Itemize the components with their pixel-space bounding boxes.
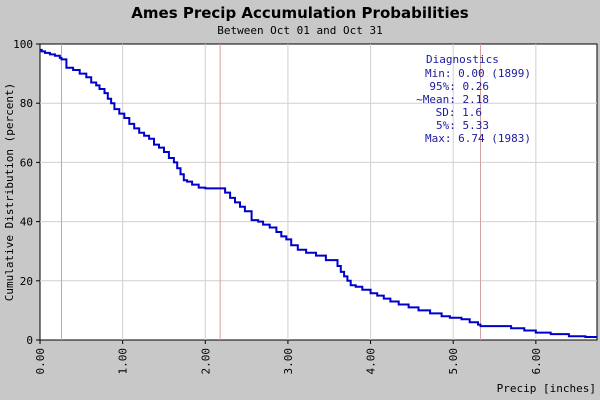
x-tick-label: 2.00 xyxy=(199,348,212,375)
grid-lines xyxy=(40,44,597,340)
y-axis-label: Cumulative Distribution (percent) xyxy=(3,83,16,302)
diagnostics-min: Min: 0.00 (1899) xyxy=(425,67,531,80)
y-tick-label: 80 xyxy=(20,97,33,110)
series-line xyxy=(40,48,597,338)
y-tick-label: 60 xyxy=(20,156,33,169)
y-tick-label: 40 xyxy=(20,216,33,229)
x-axis-label: Precip [inches] xyxy=(497,382,596,395)
series-layer xyxy=(40,48,597,338)
x-tick-label: 1.00 xyxy=(117,348,130,375)
diagnostics-p95: 95%: 0.26 xyxy=(429,80,489,93)
diagnostics-box: Diagnostics Min: 0.00 (1899) 95%: 0.26 ~… xyxy=(416,53,531,145)
y-tick-label: 100 xyxy=(13,38,33,51)
diagnostics-max: Max: 6.74 (1983) xyxy=(425,132,531,145)
diagnostics-heading: Diagnostics xyxy=(426,53,499,66)
x-tick-label: 5.00 xyxy=(447,348,460,375)
y-tick-label: 0 xyxy=(26,334,33,347)
x-tick-label: 6.00 xyxy=(530,348,543,375)
diagnostics-sd: SD: 1.6 xyxy=(436,106,482,119)
chart-title: Ames Precip Accumulation Probabilities xyxy=(131,4,468,22)
chart-subtitle: Between Oct 01 and Oct 31 xyxy=(217,24,383,37)
diagnostics-p5: 5%: 5.33 xyxy=(436,119,489,132)
x-tick-label: 3.00 xyxy=(282,348,295,375)
tick-layer: 0 20 40 60 80 100 0.00 1.00 2.00 3.00 4.00 5.00 6.00 xyxy=(13,38,543,375)
plot-area xyxy=(39,43,598,341)
x-tick-label: 4.00 xyxy=(365,348,378,375)
y-tick-label: 20 xyxy=(20,275,33,288)
marker-lines xyxy=(60,44,481,340)
diagnostics-mean: ~Mean: 2.18 xyxy=(416,93,489,106)
x-tick-label: 0.00 xyxy=(34,348,47,375)
